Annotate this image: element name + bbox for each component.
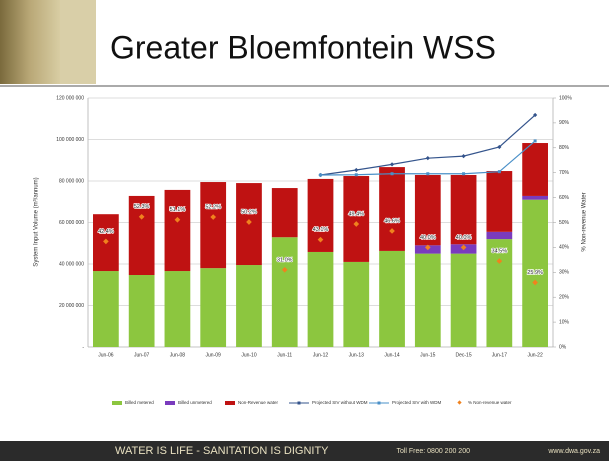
x-tick-label: Jun-08 bbox=[170, 352, 186, 358]
y2-tick-label: 50% bbox=[559, 220, 570, 226]
bar-segment bbox=[486, 171, 512, 232]
line-marker bbox=[461, 154, 465, 158]
footer-website: www.dwa.gov.za bbox=[547, 448, 600, 455]
y-tick-label: 100 000 000 bbox=[56, 137, 84, 143]
data-label: 52.3% bbox=[134, 204, 150, 210]
data-label: 52.2% bbox=[205, 204, 221, 210]
y2-tick-label: 10% bbox=[559, 319, 570, 325]
legend-label: Billed unmetered bbox=[178, 400, 212, 405]
bar-segment bbox=[272, 188, 298, 237]
x-tick-label: Jun-14 bbox=[384, 352, 400, 358]
bar-segment bbox=[200, 268, 226, 347]
x-tick-label: Jun-17 bbox=[492, 352, 508, 358]
bar-segment bbox=[486, 232, 512, 239]
bar-segment bbox=[165, 271, 191, 347]
slide-title: Greater Bloemfontein WSS bbox=[110, 29, 496, 65]
line-marker bbox=[354, 168, 358, 172]
slide: Greater Bloemfontein WSS WATER IS LIFE -… bbox=[0, 0, 609, 461]
y2-tick-label: 20% bbox=[559, 295, 570, 301]
y2-tick-label: 40% bbox=[559, 245, 570, 251]
bar-segment bbox=[308, 252, 334, 347]
data-label: 46.6% bbox=[384, 218, 400, 224]
bar-segment bbox=[522, 196, 548, 200]
x-tick-label: Jun-06 bbox=[98, 352, 114, 358]
bar-segment bbox=[379, 251, 405, 347]
x-tick-label: Jun-13 bbox=[349, 352, 365, 358]
y2-tick-label: 80% bbox=[559, 145, 570, 151]
y2-axis-label: % Non-revenue Water bbox=[582, 192, 588, 251]
data-label: 40.0% bbox=[456, 235, 472, 241]
x-tick-label: Jun-09 bbox=[206, 352, 222, 358]
legend-swatch bbox=[112, 401, 122, 405]
bar-segment bbox=[165, 190, 191, 271]
footer-slogan: WATER IS LIFE - SANITATION IS DIGNITY bbox=[115, 445, 329, 457]
chart: Greater Bloemfontein WSS WATER IS LIFE -… bbox=[0, 0, 609, 461]
y2-tick-label: 30% bbox=[559, 270, 570, 276]
data-label: 50.2% bbox=[241, 209, 257, 215]
x-tick-label: Jun-10 bbox=[241, 352, 257, 358]
x-tick-label: Jun-11 bbox=[277, 352, 292, 358]
legend-label: Projected SIV with WDM bbox=[392, 400, 442, 405]
data-label: 25.9% bbox=[527, 270, 543, 276]
y-tick-label: 20 000 000 bbox=[59, 303, 84, 309]
y-tick-label: 120 000 000 bbox=[56, 95, 84, 101]
x-tick-label: Jun-07 bbox=[134, 352, 150, 358]
header-accent bbox=[0, 0, 60, 84]
bar-segment bbox=[343, 176, 369, 262]
line-marker bbox=[391, 172, 394, 175]
y-tick-label: 80 000 000 bbox=[59, 178, 84, 184]
bar-segment bbox=[236, 265, 262, 347]
line-marker bbox=[426, 172, 429, 175]
data-label: 31.0% bbox=[277, 257, 293, 263]
bar-segment bbox=[200, 182, 226, 268]
bar-segment bbox=[486, 239, 512, 347]
x-tick-label: Jun-12 bbox=[313, 352, 329, 358]
bar-segment bbox=[379, 167, 405, 251]
bar-segment bbox=[522, 143, 548, 196]
data-label: 43.1% bbox=[313, 227, 329, 233]
data-label: 49.4% bbox=[348, 211, 364, 217]
line-marker bbox=[498, 170, 501, 173]
y-axis-label: System Input Volume (m³/annum) bbox=[34, 177, 40, 266]
legend-swatch bbox=[225, 401, 235, 405]
x-tick-label: Jun-15 bbox=[420, 352, 436, 358]
data-label: 51.1% bbox=[170, 207, 186, 213]
x-tick-label: Dec-15 bbox=[456, 352, 472, 358]
bar-segment bbox=[272, 237, 298, 347]
legend-label: % Non-revenue water bbox=[468, 400, 512, 405]
legend-swatch bbox=[457, 400, 461, 404]
y-tick-label: - bbox=[82, 344, 84, 350]
y2-tick-label: 90% bbox=[559, 120, 570, 126]
data-label: 42.4% bbox=[98, 229, 114, 235]
line-marker bbox=[426, 156, 430, 160]
data-label: 34.5% bbox=[492, 249, 508, 255]
bar-segment bbox=[343, 262, 369, 347]
line-marker bbox=[534, 139, 537, 142]
line-marker bbox=[462, 172, 465, 175]
y2-tick-label: 100% bbox=[559, 95, 572, 101]
legend-label: Non-Revenue water bbox=[238, 400, 279, 405]
bar-segment bbox=[129, 275, 155, 347]
bar-segment bbox=[451, 254, 477, 347]
legend-swatch bbox=[165, 401, 175, 405]
footer-phone: Toll Free: 0800 200 200 bbox=[396, 448, 470, 455]
bar-segment bbox=[415, 254, 441, 347]
x-tick-label: Jun-22 bbox=[527, 352, 543, 358]
legend-label: Projected SIV without WDM bbox=[312, 400, 368, 405]
bar-segment bbox=[93, 271, 119, 347]
line-marker bbox=[319, 173, 322, 176]
y-tick-label: 40 000 000 bbox=[59, 261, 84, 267]
data-label: 40.0% bbox=[420, 235, 436, 241]
legend-swatch bbox=[378, 402, 381, 405]
y-tick-label: 60 000 000 bbox=[59, 220, 84, 226]
line bbox=[321, 115, 536, 175]
line-marker bbox=[390, 162, 394, 166]
legend-label: Billed metered bbox=[125, 400, 154, 405]
line-marker bbox=[355, 173, 358, 176]
legend-swatch bbox=[298, 402, 301, 405]
y2-tick-label: 0% bbox=[559, 344, 567, 350]
y2-tick-label: 70% bbox=[559, 170, 570, 176]
y2-tick-label: 60% bbox=[559, 195, 570, 201]
